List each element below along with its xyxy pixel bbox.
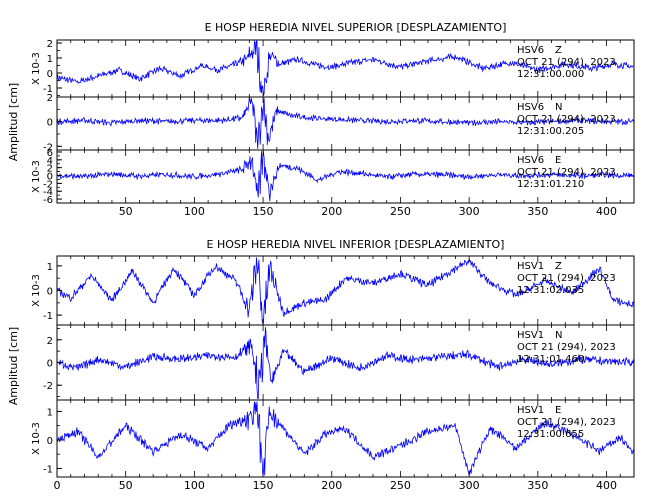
trace-date: OCT 21 (294), 2023 bbox=[517, 114, 616, 125]
y-tick-label: 6 bbox=[47, 148, 53, 159]
component-code: N bbox=[555, 102, 562, 113]
trace-date: OCT 21 (294), 2023 bbox=[517, 57, 616, 68]
trace-date: OCT 21 (294), 2023 bbox=[517, 417, 616, 428]
x-tick-label: 0 bbox=[54, 479, 61, 492]
y-tick-label: -4 bbox=[43, 187, 53, 198]
station-code: HSV6 bbox=[517, 155, 544, 166]
y-tick-label: -1 bbox=[43, 311, 53, 322]
scale-label: X 10-3 bbox=[31, 274, 42, 307]
y-tick-label: -2 bbox=[43, 179, 53, 190]
y-tick-label: 0 bbox=[47, 118, 53, 129]
component-code: N bbox=[555, 330, 562, 341]
trace-date: OCT 21 (294), 2023 bbox=[517, 273, 616, 284]
scale-label: X 10-3 bbox=[31, 422, 42, 455]
y-axis-label: Amplitud [cm] bbox=[7, 327, 20, 405]
x-tick-label: 150 bbox=[253, 479, 274, 492]
waveform-line bbox=[57, 151, 635, 202]
y-tick-label: 2 bbox=[47, 164, 53, 175]
trace-start-time: 12:31:00.205 bbox=[517, 126, 584, 137]
trace-start-time: 12:31:01.460 bbox=[517, 354, 584, 365]
x-tick-label: 400 bbox=[596, 205, 617, 218]
trace-start-time: 12:31:00.655 bbox=[517, 429, 584, 440]
trace-date: OCT 21 (294), 2023 bbox=[517, 342, 616, 353]
waveform-line bbox=[56, 97, 635, 149]
y-tick-label: 0 bbox=[47, 172, 53, 183]
x-tick-label: 100 bbox=[184, 479, 205, 492]
x-tick-label: 100 bbox=[184, 205, 205, 218]
y-tick-label: 2 bbox=[47, 336, 53, 347]
y-tick-label: 1 bbox=[47, 262, 53, 273]
scale-label: X 10-3 bbox=[31, 52, 42, 85]
y-tick-label: 1 bbox=[47, 54, 53, 65]
waveform-line bbox=[56, 401, 635, 476]
x-tick-label: 250 bbox=[390, 479, 411, 492]
x-tick-label: 50 bbox=[119, 479, 133, 492]
x-tick-label: 300 bbox=[459, 479, 480, 492]
x-tick-label: 400 bbox=[596, 479, 617, 492]
y-tick-label: -6 bbox=[43, 195, 53, 206]
y-tick-label: -2 bbox=[43, 381, 53, 392]
y-tick-label: 2 bbox=[47, 93, 53, 104]
y-tick-label: 1 bbox=[47, 407, 53, 418]
waveform-line bbox=[56, 327, 635, 399]
y-tick-label: 0 bbox=[47, 287, 53, 298]
x-tick-label: 250 bbox=[390, 205, 411, 218]
y-tick-label: 4 bbox=[47, 156, 53, 167]
component-code: E bbox=[555, 155, 561, 166]
trace-start-time: 12:31:02.035 bbox=[517, 285, 584, 296]
x-tick-label: 200 bbox=[321, 479, 342, 492]
chart-upper-level: E HOSP HEREDIA NIVEL SUPERIOR [DESPLAZAM… bbox=[7, 21, 635, 218]
station-code: HSV6 bbox=[517, 45, 544, 56]
y-tick-label: -1 bbox=[43, 84, 53, 95]
station-code: HSV1 bbox=[517, 330, 544, 341]
station-code: HSV1 bbox=[517, 405, 544, 416]
x-tick-label: 50 bbox=[119, 205, 133, 218]
chart-title: E HOSP HEREDIA NIVEL SUPERIOR [DESPLAZAM… bbox=[205, 21, 507, 34]
y-tick-label: -1 bbox=[43, 464, 53, 475]
x-tick-label: 350 bbox=[527, 205, 548, 218]
waveform-line bbox=[56, 39, 634, 97]
y-axis-label: Amplitud [cm] bbox=[7, 83, 20, 161]
waveform-line bbox=[56, 257, 635, 324]
component-code: E bbox=[555, 405, 561, 416]
trace-date: OCT 21 (294), 2023 bbox=[517, 167, 616, 178]
trace-start-time: 12:31:00.000 bbox=[517, 69, 584, 80]
y-tick-label: 0 bbox=[47, 69, 53, 80]
x-tick-label: 300 bbox=[459, 205, 480, 218]
chart-title: E HOSP HEREDIA NIVEL INFERIOR [DESPLAZAM… bbox=[207, 238, 505, 251]
x-tick-label: 200 bbox=[321, 205, 342, 218]
y-tick-label: -2 bbox=[43, 142, 53, 153]
chart-lower-level: E HOSP HEREDIA NIVEL INFERIOR [DESPLAZAM… bbox=[7, 238, 635, 492]
component-code: Z bbox=[555, 45, 562, 56]
component-code: Z bbox=[555, 261, 562, 272]
x-tick-label: 350 bbox=[527, 479, 548, 492]
y-tick-label: 0 bbox=[47, 359, 53, 370]
station-code: HSV1 bbox=[517, 261, 544, 272]
y-tick-label: 0 bbox=[47, 436, 53, 447]
trace-start-time: 12:31:01.210 bbox=[517, 179, 584, 190]
y-tick-label: 2 bbox=[47, 39, 53, 50]
x-tick-label: 150 bbox=[253, 205, 274, 218]
station-code: HSV6 bbox=[517, 102, 544, 113]
scale-label: X 10-3 bbox=[31, 160, 42, 193]
